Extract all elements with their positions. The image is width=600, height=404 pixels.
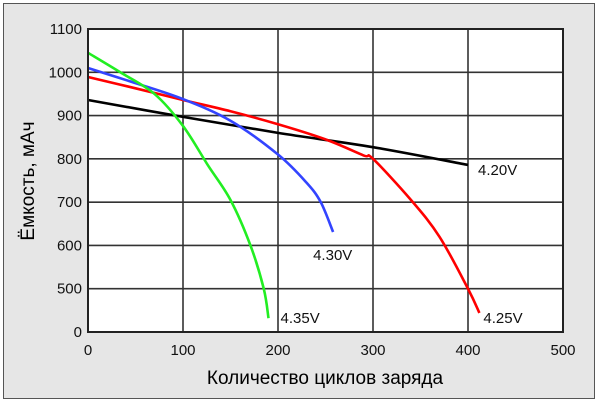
series-label: 4.25V xyxy=(483,310,522,327)
x-tick-label: 0 xyxy=(84,342,92,359)
x-tick-label: 400 xyxy=(455,342,480,359)
plot-area xyxy=(88,29,563,332)
series-line-4-25V xyxy=(87,75,481,314)
y-axis-label: Ёмкость, мАч xyxy=(18,121,39,240)
y-tick-label: 900 xyxy=(57,108,82,125)
x-tick-label: 200 xyxy=(265,342,290,359)
y-tick-label: 700 xyxy=(57,194,82,211)
plot-border xyxy=(87,28,564,333)
y-tick-label: 1100 xyxy=(50,21,82,38)
series-line-4-35V xyxy=(87,51,270,319)
y-tick-label: 600 xyxy=(57,237,82,254)
x-tick-label: 100 xyxy=(170,342,195,359)
y-tick-label: 0 xyxy=(74,324,82,341)
series-line-4-20V xyxy=(87,98,469,167)
x-tick-label: 500 xyxy=(550,342,575,359)
series-label: 4.30V xyxy=(313,247,352,264)
series-label: 4.35V xyxy=(281,310,320,327)
x-tick-label: 300 xyxy=(360,342,385,359)
series-label: 4.20V xyxy=(478,162,517,179)
y-tick-label: 1000 xyxy=(49,64,82,81)
x-axis-label: Количество циклов заряда xyxy=(207,368,444,389)
y-tick-label: 500 xyxy=(57,281,82,298)
y-tick-label: 800 xyxy=(57,151,82,168)
